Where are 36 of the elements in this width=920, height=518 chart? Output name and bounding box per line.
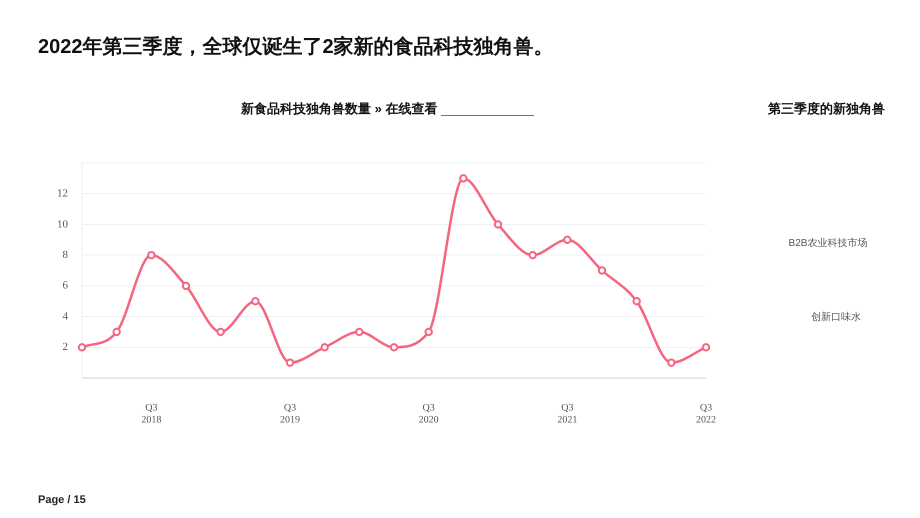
x-tick-label: Q3 2019 [280, 402, 300, 426]
point [390, 343, 398, 352]
point [702, 343, 710, 352]
point [528, 250, 537, 260]
point [286, 358, 294, 367]
text: Page / 15 [38, 494, 86, 506]
y-tick-label: 6 [62, 280, 68, 292]
y-tick-label: 4 [62, 310, 68, 322]
point [424, 328, 433, 336]
chart-title: 2022年第三季度，全球仅诞生了2家新的食品科技独角兽。 [38, 34, 554, 60]
chart-subtitle: 新食品科技独角兽数量 » 在线查看 [241, 100, 438, 118]
point [320, 343, 329, 352]
y-tick-label: 12 [57, 188, 68, 200]
point [216, 328, 225, 336]
point [147, 250, 156, 260]
point [112, 328, 121, 336]
point [494, 220, 502, 229]
y-tick-label: 8 [62, 249, 68, 262]
point [667, 358, 676, 367]
x-tick-label: Q3 2020 [418, 402, 439, 426]
point [632, 297, 641, 306]
point [78, 343, 86, 352]
point [459, 174, 468, 183]
text: B2B农业科技市场 [788, 236, 868, 250]
point [598, 266, 606, 275]
text: 第三季度的新独角兽 [768, 100, 885, 118]
point [563, 236, 572, 244]
point [355, 328, 364, 336]
text: 创新口味水 [811, 310, 861, 324]
x-tick-label: Q3 2021 [557, 402, 578, 426]
x-tick-label: Q3 2022 [696, 402, 716, 426]
y-tick-label: 2 [62, 341, 68, 354]
y-tick-label: 10 [57, 218, 68, 230]
point [251, 297, 260, 306]
x-tick-label: Q3 2018 [141, 402, 162, 426]
point [182, 282, 190, 290]
